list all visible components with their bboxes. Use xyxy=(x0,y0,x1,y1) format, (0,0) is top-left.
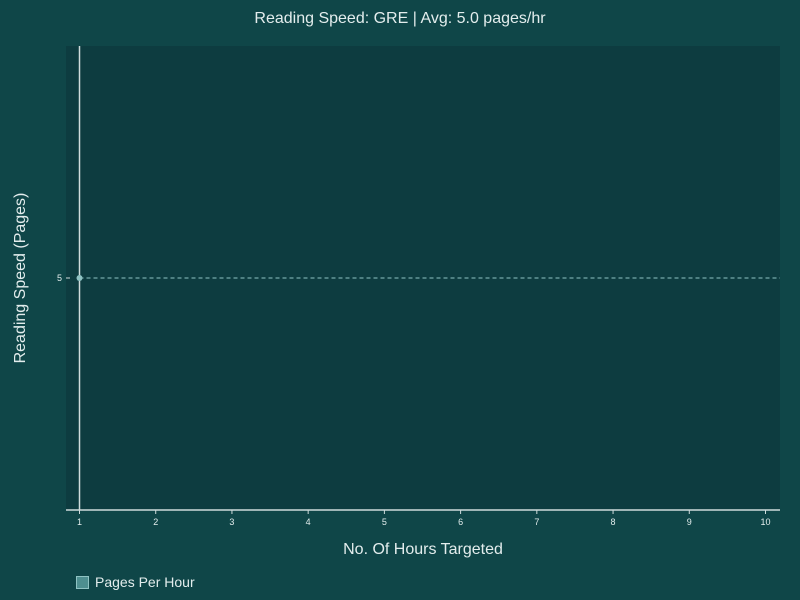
x-tick-label: 8 xyxy=(611,517,616,527)
y-tick-label: 5 xyxy=(57,273,62,283)
x-tick-label: 2 xyxy=(153,517,158,527)
x-tick-label: 9 xyxy=(687,517,692,527)
x-tick-label: 4 xyxy=(306,517,311,527)
legend-label: Pages Per Hour xyxy=(95,574,195,590)
x-tick-label: 7 xyxy=(534,517,539,527)
data-point xyxy=(76,275,83,281)
chart-title: Reading Speed: GRE | Avg: 5.0 pages/hr xyxy=(254,10,546,27)
y-axis-label: Reading Speed (Pages) xyxy=(12,192,29,364)
legend-swatch xyxy=(76,575,89,589)
x-axis-label: No. Of Hours Targeted xyxy=(343,541,503,558)
x-tick-label: 5 xyxy=(382,517,387,527)
x-tick-label: 6 xyxy=(458,517,463,527)
x-tick-label: 3 xyxy=(229,517,234,527)
x-tick-label: 10 xyxy=(760,517,770,527)
x-tick-label: 1 xyxy=(77,517,82,527)
legend[interactable]: Pages Per Hour xyxy=(76,574,195,590)
